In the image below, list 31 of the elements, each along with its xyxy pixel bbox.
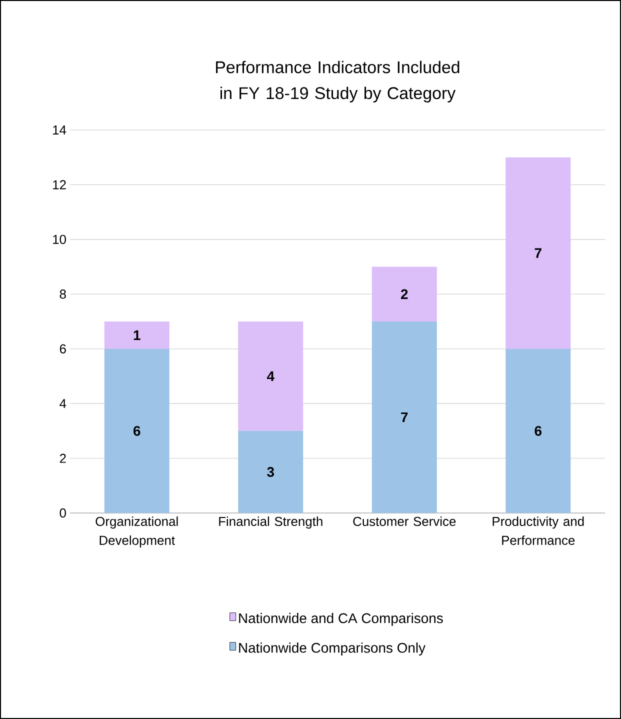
data-label: 3	[267, 467, 274, 477]
data-label: 6	[134, 426, 140, 436]
y-tick-label: 0	[60, 508, 66, 518]
data-label: 6	[534, 426, 542, 436]
chart-title: Performance Indicators Included in FY 18-19 Study by Category	[216, 60, 460, 102]
bar	[238, 430, 304, 513]
bar	[104, 321, 170, 349]
y-tick-label: 4	[60, 399, 66, 408]
y-tick-label: 12	[53, 180, 66, 190]
legend-label: Nationwide Comparisons Only	[239, 642, 426, 656]
y-tick-label: 8	[60, 290, 66, 299]
x-tick-label: Organizational Development	[96, 516, 178, 548]
bar	[506, 348, 571, 513]
data-label: 1	[134, 330, 140, 340]
bar	[372, 321, 437, 513]
y-tick-label: 14	[53, 126, 66, 134]
y-tick-label: 6	[60, 344, 66, 354]
bar	[104, 348, 170, 513]
x-tick-label: Financial Strength	[219, 516, 322, 529]
data-label: 2	[400, 289, 408, 300]
x-tick-label: Customer Service	[353, 516, 456, 526]
data-label: 7	[534, 248, 542, 258]
bar	[372, 266, 437, 322]
data-label: 7	[401, 412, 408, 422]
x-tick-label: Productivity and Performance	[492, 516, 584, 545]
y-tick-label: 10	[53, 234, 66, 244]
bar	[238, 321, 304, 431]
bar	[506, 157, 571, 349]
data-label: 4	[266, 371, 274, 382]
legend-label: Nationwide and CA Comparisons	[239, 612, 443, 626]
y-tick-label: 2	[60, 454, 66, 463]
